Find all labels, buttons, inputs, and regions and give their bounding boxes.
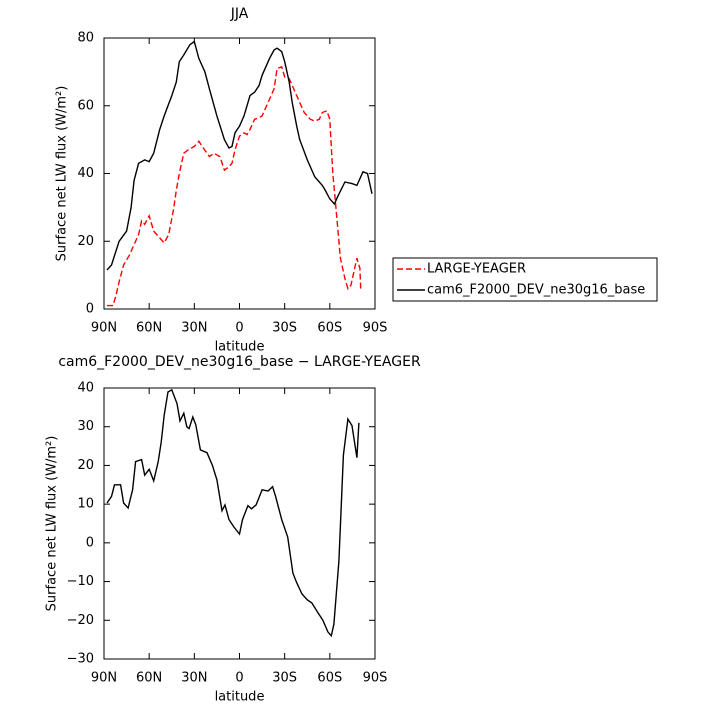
y-tick-label: 60 — [77, 98, 94, 113]
legend-label: LARGE-YEAGER — [427, 262, 526, 277]
y-tick-label: 20 — [77, 458, 94, 473]
x-tick-label: 60S — [317, 321, 342, 336]
chart-title: cam6_F2000_DEV_ne30g16_base − LARGE-YEAG… — [58, 354, 421, 370]
y-axis-label: Surface net LW flux (W/m²) — [45, 436, 60, 612]
y-tick-label: 80 — [77, 31, 94, 46]
series-line — [106, 40, 373, 271]
y-tick-label: 40 — [77, 381, 94, 396]
y-tick-label: 20 — [77, 234, 94, 249]
y-tick-label: 40 — [77, 166, 94, 181]
y-tick-label: 10 — [77, 497, 94, 512]
x-tick-label: 30N — [181, 321, 207, 336]
series-line — [107, 65, 362, 307]
plot-frame — [103, 37, 376, 310]
x-tick-label: 60N — [136, 321, 162, 336]
x-tick-label: 90N — [91, 671, 117, 686]
x-tick-label: 0 — [235, 671, 243, 686]
x-tick-label: 90S — [363, 321, 388, 336]
legend-label: cam6_F2000_DEV_ne30g16_base — [427, 283, 645, 298]
x-axis-label: latitude — [215, 690, 265, 705]
y-tick-label: 0 — [86, 302, 94, 317]
x-axis-label: latitude — [215, 340, 265, 355]
y-tick-label: −10 — [67, 574, 94, 589]
x-tick-label: 30S — [272, 321, 297, 336]
x-tick-label: 30N — [181, 671, 207, 686]
y-tick-label: 30 — [77, 419, 94, 434]
legend-box — [392, 257, 658, 302]
y-axis-label: Surface net LW flux (W/m²) — [55, 86, 70, 262]
y-tick-label: 0 — [86, 535, 94, 550]
x-tick-label: 30S — [272, 671, 297, 686]
x-tick-label: 60S — [317, 671, 342, 686]
series-line — [106, 388, 360, 638]
x-tick-label: 90N — [91, 321, 117, 336]
y-tick-label: −30 — [67, 652, 94, 667]
x-tick-label: 60N — [136, 671, 162, 686]
y-tick-label: −20 — [67, 613, 94, 628]
chart-title: JJA — [230, 6, 249, 22]
x-tick-label: 90S — [363, 671, 388, 686]
x-tick-label: 0 — [235, 321, 243, 336]
